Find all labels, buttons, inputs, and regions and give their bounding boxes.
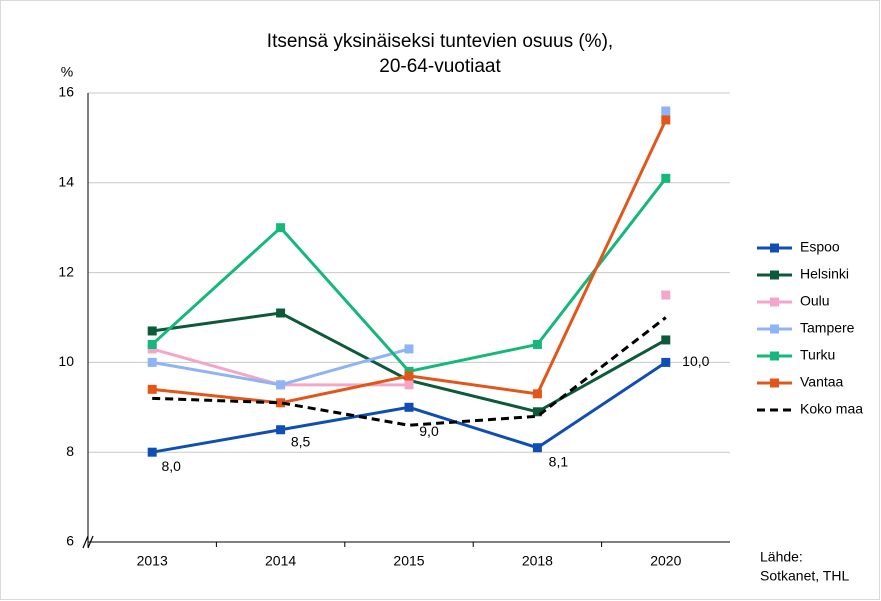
y-tick-label: 8: [66, 443, 74, 459]
marker: [661, 173, 671, 183]
marker: [661, 290, 671, 300]
marker: [661, 335, 671, 345]
marker: [661, 115, 671, 125]
legend-marker: [770, 324, 779, 334]
x-tick-label: 2013: [137, 553, 168, 569]
marker: [404, 380, 414, 390]
y-axis-label: %: [61, 64, 73, 80]
chart-subtitle: 20-64-vuotiaat: [379, 56, 501, 77]
data-label: 8,1: [549, 453, 569, 469]
marker: [276, 398, 286, 408]
legend-label: Helsinki: [800, 266, 849, 282]
marker: [276, 380, 286, 390]
y-tick-label: 12: [58, 263, 74, 279]
marker: [147, 447, 157, 457]
marker: [404, 344, 414, 354]
marker: [276, 308, 286, 318]
marker: [661, 357, 671, 367]
marker: [147, 326, 157, 336]
marker: [532, 443, 542, 453]
data-label: 10,0: [682, 353, 709, 369]
marker: [532, 407, 542, 417]
legend-label: Vantaa: [800, 374, 844, 390]
x-tick-label: 2015: [393, 553, 424, 569]
data-label: 8,0: [161, 458, 181, 474]
marker: [147, 339, 157, 349]
marker: [404, 402, 414, 412]
data-label: 8,5: [291, 433, 311, 449]
y-tick-label: 10: [58, 353, 74, 369]
legend-marker: [770, 243, 779, 253]
source: Lähde:: [760, 549, 803, 565]
marker: [147, 384, 157, 394]
legend-label: Espoo: [800, 239, 840, 255]
marker: [147, 357, 157, 367]
legend-marker: [770, 378, 779, 388]
data-label: 9,0: [419, 423, 439, 439]
legend-label: Koko maa: [800, 401, 863, 417]
marker: [404, 371, 414, 381]
series-line: [152, 316, 667, 427]
legend-marker: [770, 297, 779, 307]
source: Sotkanet, THL: [760, 568, 849, 584]
legend-marker: [770, 270, 779, 280]
marker: [661, 106, 671, 116]
legend-label: Oulu: [800, 293, 830, 309]
legend-label: Tampere: [800, 320, 855, 336]
marker: [276, 223, 286, 233]
x-tick-label: 2014: [265, 553, 296, 569]
x-tick-label: 2018: [522, 553, 553, 569]
y-tick-label: 14: [58, 174, 74, 190]
marker: [532, 339, 542, 349]
x-tick-label: 2020: [650, 553, 681, 569]
y-tick-label: 16: [58, 84, 74, 100]
legend-label: Turku: [800, 347, 835, 363]
legend-marker: [770, 351, 779, 361]
y-tick-label: 6: [66, 533, 74, 549]
marker: [276, 425, 286, 435]
marker: [532, 389, 542, 399]
chart-title: Itsensä yksinäiseksi tuntevien osuus (%)…: [267, 31, 613, 52]
